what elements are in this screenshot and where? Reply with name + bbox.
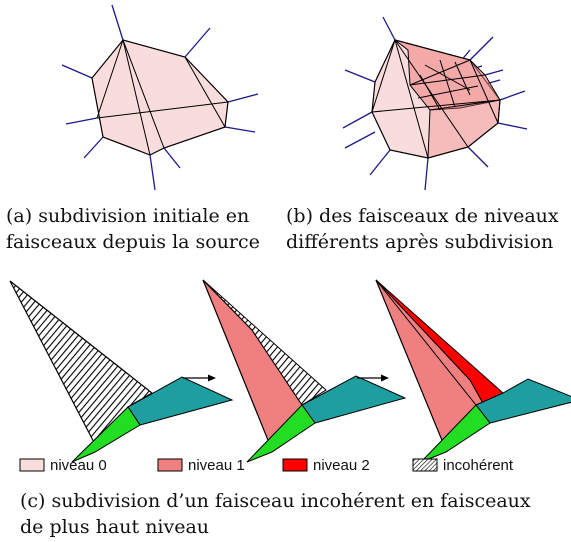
panel-b-level1-region [394,39,501,111]
legend-label-niveau-1: niveau 1 [188,457,245,474]
panel-a-rays [61,4,259,191]
caption-b-line-1: (b) des faisceaux de niveaux [286,205,559,227]
panel-c-stage-2 [202,279,407,463]
legend-label-niveau-2: niveau 2 [313,457,370,474]
caption-c-line-2: de plus haut niveau [20,516,210,538]
panel-c-stage-1 [9,280,234,463]
panel-b-subdivided-beams [342,16,528,191]
panel-c-arrow-2 [357,374,389,382]
stage2-green-face [246,404,316,463]
legend-label-incoherent: incohérent [443,457,514,474]
legend-swatch-niveau-0 [19,458,45,472]
caption-a-line-1: (a) subdivision initiale en [6,205,250,227]
legend-swatch-incoherent [412,458,438,472]
panel-a-edges [96,39,229,156]
stage1-teal-face [127,376,234,426]
legend-label-niveau-0: niveau 0 [50,457,107,474]
panel-c-stage-3 [375,279,571,463]
caption-c-line-1: (c) subdivision d’un faisceau incohérent… [20,490,531,512]
legend-swatch-niveau-1 [157,458,183,472]
panel-a-initial-subdivision [61,4,259,191]
caption-b-line-2: différents après subdivision [286,231,554,253]
panel-b-edges [371,39,501,159]
stage3-green-face [420,404,491,463]
stage1-green-face [71,406,141,463]
legend-swatch-niveau-2 [282,458,308,472]
caption-a-line-2: faisceaux depuis la source [6,231,260,253]
panel-c-arrow-1 [183,374,216,382]
legend: niveau 0 niveau 1 niveau 2 incohérent [19,457,514,474]
